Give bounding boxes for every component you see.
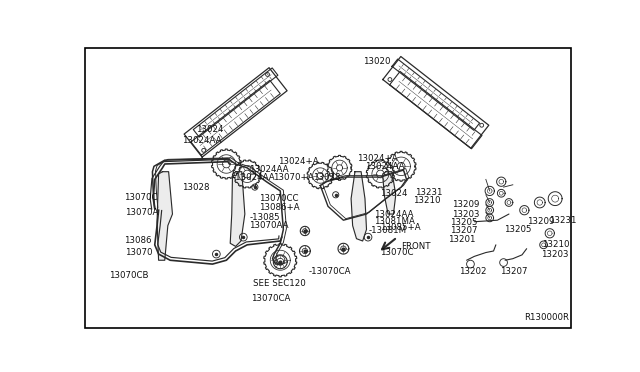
Text: 13201: 13201 [448,235,476,244]
Polygon shape [383,172,396,214]
Polygon shape [351,172,367,241]
Text: 13210: 13210 [542,240,570,249]
Text: 13081MA: 13081MA [374,217,415,226]
Text: FRONT: FRONT [401,242,431,251]
Text: -13085: -13085 [250,213,280,222]
Text: 13070C: 13070C [380,248,414,257]
Text: 13203: 13203 [541,250,568,259]
Text: 13024: 13024 [380,189,408,198]
Text: 13070+A: 13070+A [273,173,313,182]
Text: 13024: 13024 [196,125,223,134]
Text: 13070C: 13070C [124,193,157,202]
Text: 13205: 13205 [451,218,478,227]
Text: 13070: 13070 [125,248,153,257]
Text: 13205: 13205 [504,225,531,234]
Text: -13081M: -13081M [369,226,407,235]
Text: 13085+A: 13085+A [380,224,421,232]
Text: 13024AA: 13024AA [365,162,404,171]
Text: 13070AA: 13070AA [250,221,289,230]
Polygon shape [157,172,172,260]
Text: 13207: 13207 [451,227,478,235]
Text: 13070CB: 13070CB [109,271,148,280]
Text: 13202: 13202 [459,267,486,276]
Text: -13024AA: -13024AA [232,173,275,182]
Text: 13086: 13086 [124,237,152,246]
Text: 13086+A: 13086+A [259,203,300,212]
Text: 13203: 13203 [452,209,479,218]
Text: -13070CA: -13070CA [308,267,351,276]
Text: 13028: 13028 [182,183,209,192]
Text: 13207: 13207 [500,267,527,276]
Text: 13024AA: 13024AA [182,136,221,145]
Text: 13231: 13231 [415,188,442,197]
Text: 13209: 13209 [527,217,554,226]
Text: 13209: 13209 [452,200,479,209]
Text: 13028: 13028 [312,173,340,182]
Text: R130000R: R130000R [524,314,570,323]
Text: 13070A: 13070A [125,208,159,217]
Text: 13231: 13231 [549,216,577,225]
Text: 13210: 13210 [413,196,440,205]
Text: SEE SEC120: SEE SEC120 [253,279,305,288]
Text: 13020: 13020 [363,57,390,66]
Polygon shape [230,172,245,246]
Text: 13024AA: 13024AA [250,165,289,174]
Text: 13024+A: 13024+A [357,154,398,163]
Text: 13024+A: 13024+A [278,157,319,166]
Text: 13024AA: 13024AA [374,209,413,218]
Text: 13070CC: 13070CC [259,194,298,203]
Text: 13070CA: 13070CA [251,294,291,303]
